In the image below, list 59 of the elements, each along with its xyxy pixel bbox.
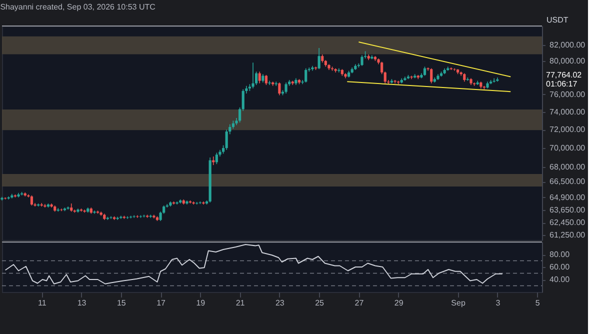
y-tick-label: 80.00	[550, 250, 570, 259]
candlestick	[215, 152, 218, 165]
candlestick	[258, 71, 261, 84]
candlestick	[304, 68, 308, 83]
x-tick-label: 27	[354, 298, 364, 308]
x-tick-label: 13	[77, 298, 87, 308]
x-tick-label: 21	[236, 298, 246, 308]
y-tick-label: 62,450.00	[550, 218, 586, 228]
candlestick	[318, 48, 320, 70]
candlestick	[268, 80, 271, 86]
candlestick	[56, 208, 60, 212]
line-series	[4, 244, 503, 284]
candlestick	[196, 202, 198, 205]
x-tick-label: 5	[535, 298, 540, 308]
x-tick-label: 11	[38, 298, 47, 308]
candlestick	[338, 68, 340, 73]
candlestick	[252, 62, 254, 89]
y-tick-label: 40.00	[550, 275, 570, 284]
candlestick	[40, 202, 43, 207]
candlestick	[136, 214, 139, 218]
y-axis-title: USDT	[546, 16, 568, 24]
candlestick	[30, 195, 34, 206]
text: 01:06:17	[546, 79, 578, 88]
x-tick-label: 25	[315, 298, 325, 308]
y-tick-label: 82,000.00	[550, 40, 586, 50]
y-tick-label: 61,250.00	[550, 230, 586, 240]
y-tick-label: 74,000.00	[550, 107, 586, 116]
y-tick-label: 68,000.00	[550, 162, 586, 172]
x-tick-label: 19	[196, 298, 206, 308]
candlestick	[264, 74, 268, 86]
y-tick-label: 80,000.00	[550, 56, 586, 66]
candlestick	[423, 66, 426, 76]
candlestick	[142, 214, 146, 218]
x-tick-label: 23	[275, 298, 285, 308]
text: 77,764.02	[546, 70, 582, 80]
y-tick-label: 70,000.00	[550, 144, 586, 153]
y-tick-label: 76,000.00	[550, 90, 586, 99]
candlestick	[430, 68, 433, 84]
x-tick-label: Sep	[451, 298, 466, 308]
y-tick-label: 64,900.00	[550, 192, 586, 202]
x-tick-label: 29	[394, 298, 404, 308]
candlestick	[44, 204, 46, 208]
candlestick	[110, 216, 112, 220]
x-tick-label: 3	[496, 298, 501, 308]
y-tick-label: 72,000.00	[550, 125, 586, 134]
y-tick-label: 66,500.00	[550, 177, 586, 186]
x-tick-label: 15	[116, 298, 126, 308]
chart-title: Shayanni created, Sep 03, 2026 10:53 UTC	[0, 2, 156, 12]
candlestick	[284, 82, 288, 94]
candlestick	[360, 54, 364, 66]
candlestick	[126, 216, 129, 220]
candlestick	[60, 208, 63, 212]
candlestick	[278, 82, 281, 96]
candlestick	[132, 214, 136, 218]
candlestick	[149, 214, 152, 218]
candlestick	[453, 68, 456, 72]
x-tick-label: 17	[156, 298, 166, 308]
y-tick-label: 63,650.00	[550, 206, 586, 215]
y-tick-label: 60.00	[550, 262, 570, 272]
